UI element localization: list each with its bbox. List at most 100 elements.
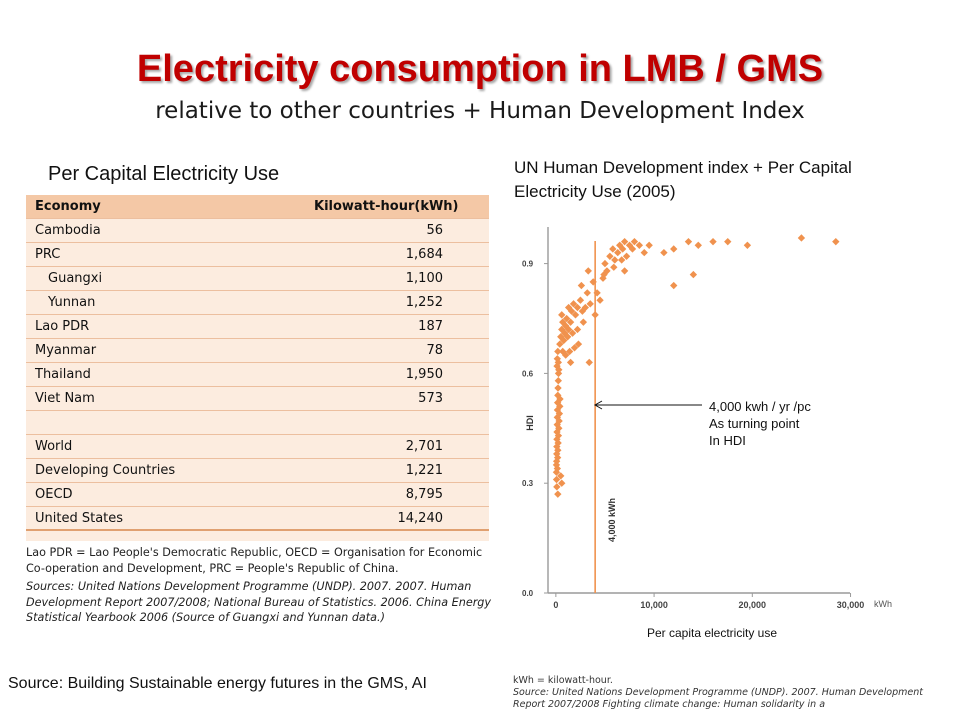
scatter-point [660,248,668,257]
cell-kwh: 187 [418,319,443,334]
scatter-point [684,237,693,246]
cell-kwh: 1,100 [405,271,443,286]
y-tick-label: 0.0 [522,589,534,598]
scatter-point [554,384,562,392]
table-row: Myanmar 78 [26,339,489,363]
scatter-point [583,289,591,297]
cell-kwh: 8,795 [405,487,443,502]
scatter-point [832,237,840,246]
scatter-point [584,267,592,275]
annotation-line-2: As turning point [709,416,800,431]
cell-kwh: 2,701 [405,439,443,454]
scatter-point [709,237,717,246]
scatter-point [554,431,563,440]
scatter-point [554,490,562,498]
scatter-point [552,475,561,484]
scatter-point [554,377,562,385]
cell-economy: Guangxi [48,271,103,286]
cell-economy: Myanmar [35,343,97,358]
table-row: Thailand 1,950 [26,363,489,387]
scatter-point [566,358,575,367]
scatter-point [609,245,617,253]
table-row: World 2,701 [26,435,489,459]
y-tick-label: 0.3 [522,479,534,488]
table-row: OECD 8,795 [26,483,489,507]
cell-kwh: 1,252 [405,295,443,310]
table-row: Lao PDR 187 [26,315,489,339]
table-heading: Per Capital Electricity Use [48,163,280,185]
table-row: Viet Nam 573 [26,387,489,411]
scatter-point [640,248,648,257]
table-row: Yunnan 1,252 [26,291,489,315]
cell-economy: Yunnan [48,295,96,310]
cell-economy: OECD [35,487,73,502]
source-line: Source: Building Sustainable energy futu… [8,675,427,692]
chart-source-note: kWh = kilowatt-hour. Source: United Nati… [513,675,933,720]
cell-economy: Viet Nam [35,391,95,406]
scatter-point [579,318,588,326]
scatter-point [622,252,631,260]
scatter-point [670,245,678,253]
note-abbreviations: Lao PDR = Lao People's Democratic Republ… [26,546,483,575]
table-row: Cambodia 56 [26,219,489,243]
cell-kwh: 56 [426,223,443,238]
scatter-point [585,358,593,367]
chart-note-source: Source: United Nations Development Progr… [513,687,923,710]
cell-kwh: 1,950 [405,367,443,382]
scatter-point [670,281,678,290]
scatter-point [610,263,618,271]
chart-heading: UN Human Development index + Per Capital… [514,158,852,201]
cell-economy: Thailand [35,367,91,382]
scatter-point [694,241,702,249]
scatter-point [558,311,566,319]
table-row: Guangxi 1,100 [26,267,489,291]
scatter-point [555,417,563,425]
annotation-line-1: 4,000 kwh / yr /pc [709,399,811,414]
x-axis-label: Per capita electricity use [647,626,777,640]
table-row: United States 14,240 [26,507,489,531]
x-tick-label: 20,000 [739,600,767,610]
table-row: Developing Countries 1,221 [26,459,489,483]
hdi-scatter-chart: 0.0 0.3 0.6 0.9 0 10,000 20,000 30,000 4,000 k… [522,227,892,640]
scatter-point [620,267,629,275]
table-notes: Lao PDR = Lao People's Democratic Republ… [26,545,496,629]
scatter-point [565,347,574,356]
note-sources: Sources: United Nations Development Prog… [26,580,492,624]
scatter-point [743,241,752,249]
x-axis-ticks: 0 10,000 20,000 30,000 [553,593,864,610]
y-axis-ticks: 0.0 0.3 0.6 0.9 [522,260,548,598]
cell-economy: Developing Countries [35,463,176,478]
scatter-point [563,333,572,341]
annotation-line-3: In HDI [709,433,746,448]
annotation-arrowhead [593,400,603,410]
scatter-point [797,234,806,242]
cell-kwh: 1,221 [405,463,443,478]
scatter-point [576,296,585,304]
cell-economy: United States [35,511,124,526]
table-row [26,411,489,435]
scatter-point [577,281,586,290]
x-axis-unit: kWh [874,599,892,609]
cell-kwh: 14,240 [397,511,444,526]
header-kwh: Kilowatt-hour(kWh) [314,199,459,214]
table-row: PRC 1,684 [26,243,489,267]
scatter-point [591,311,599,319]
y-tick-label: 0.9 [522,260,534,269]
x-tick-label: 30,000 [837,600,865,610]
scatter-point [554,439,562,447]
scatter-point [559,347,567,356]
header-economy: Economy [35,199,101,214]
scatter-point [558,479,566,487]
chart-note-kwh: kWh = kilowatt-hour. [513,675,613,686]
cell-economy: Cambodia [35,223,101,238]
cell-kwh: 1,684 [405,247,443,262]
scatter-point [601,259,609,268]
cell-kwh: 573 [418,391,443,406]
scatter-point [724,237,732,246]
cell-economy: PRC [35,247,61,262]
cell-economy: Lao PDR [35,319,90,334]
scatter-point [645,241,653,249]
cell-economy: World [35,439,73,454]
y-axis-label: HDI [525,415,535,431]
x-tick-label: 0 [553,600,558,610]
